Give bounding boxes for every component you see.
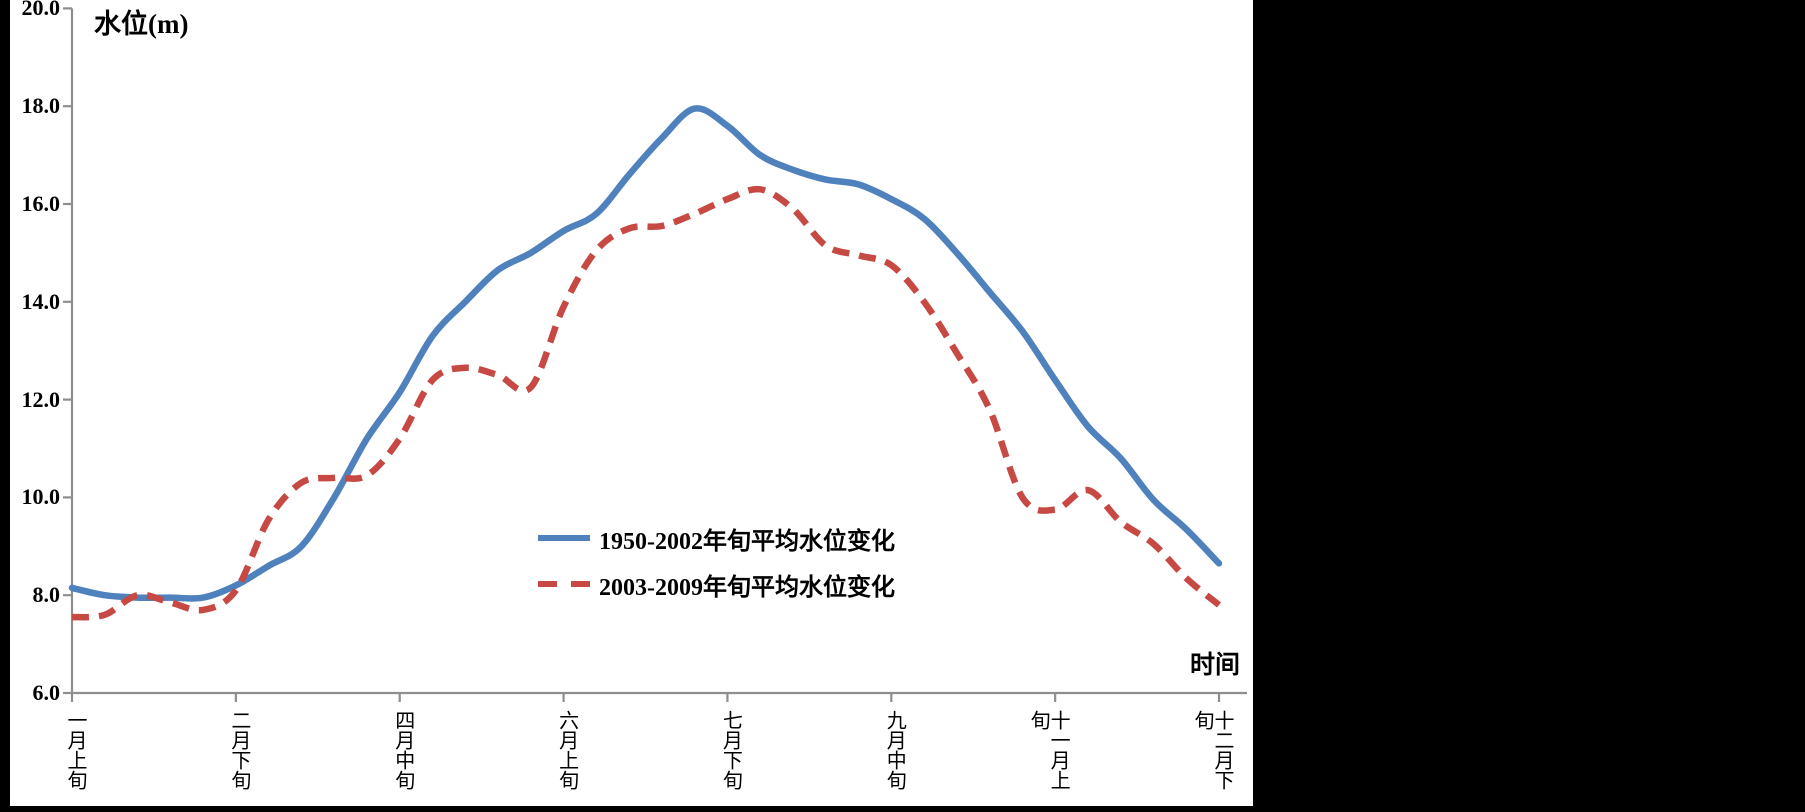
y-tick-label: 8.0 (32, 582, 61, 608)
y-tick-label: 10.0 (21, 484, 61, 510)
x-tick-label: 二月下旬 (227, 710, 250, 790)
x-tick-label: 一月上旬 (64, 710, 86, 790)
x-axis-title: 时间 (1190, 652, 1241, 679)
legend-item-2003-2009: 2003-2009年旬平均水位变化 (538, 566, 895, 602)
y-tick-label: 14.0 (21, 288, 61, 314)
x-tick-label: 十二月下旬 (1191, 710, 1233, 790)
legend-label: 2003-2009年旬平均水位变化 (599, 574, 895, 601)
axes (63, 7, 1247, 702)
y-tick-label: 18.0 (21, 93, 61, 119)
series-1950-2002-line (68, 105, 1223, 602)
legend: 1950-2002年旬平均水位变化 2003-2009年旬平均水位变化 (538, 520, 895, 612)
legend-dashed-line-swatch (538, 581, 590, 587)
series-2003-2009-line (71, 185, 1222, 621)
y-tick-label: 6.0 (32, 680, 61, 705)
y-tick-label: 20.0 (21, 0, 61, 21)
legend-item-1950-2002: 1950-2002年旬平均水位变化 (538, 520, 895, 556)
x-tick-label: 十一月上旬 (1027, 710, 1070, 790)
x-tick-label: 七月下旬 (719, 710, 742, 790)
plot-svg (63, 7, 1247, 702)
y-axis-title: 水位(m) (94, 9, 189, 39)
legend-label: 1950-2002年旬平均水位变化 (599, 528, 895, 555)
y-tick-label: 12.0 (21, 386, 61, 412)
x-tick-label: 六月上旬 (555, 710, 578, 790)
legend-solid-line-swatch (538, 535, 590, 541)
x-tick-label: 九月中旬 (883, 710, 906, 790)
x-tick-label: 四月中旬 (391, 710, 414, 790)
chart-area: 水位(m) 时间 20.0 18.0 16.0 14.0 12.0 10.0 8… (10, 0, 1253, 806)
y-tick-label: 16.0 (21, 191, 61, 216)
